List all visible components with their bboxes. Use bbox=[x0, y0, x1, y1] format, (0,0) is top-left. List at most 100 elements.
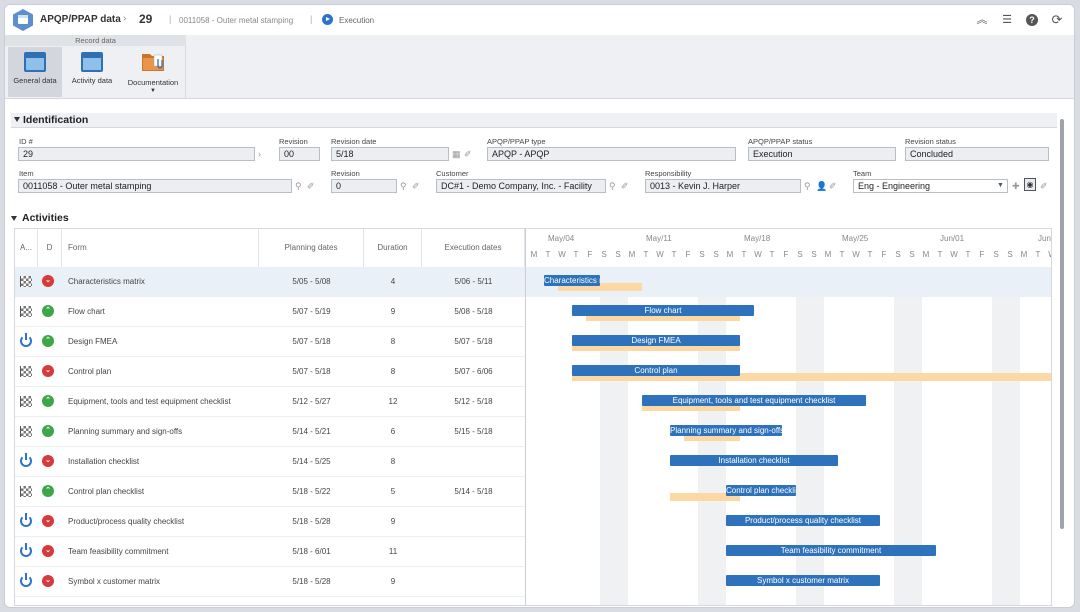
chevron-down-icon[interactable]: ▼ bbox=[997, 182, 1004, 189]
column-header-planning[interactable]: Planning dates bbox=[259, 229, 364, 267]
table-row[interactable]: ⌃ Planning summary and sign-offs 5/14 - 5/… bbox=[15, 417, 525, 447]
list-icon[interactable]: ☰ bbox=[1002, 14, 1012, 26]
table-row[interactable]: ⌃ Equipment, tools and test equipment che… bbox=[15, 387, 525, 417]
form-cell: Control plan checklist bbox=[68, 487, 145, 496]
chevron-up-icon[interactable]: ⌃ bbox=[42, 395, 54, 407]
item-revision-field[interactable]: 0 bbox=[331, 179, 397, 193]
table-row[interactable]: ⌄ Symbol x customer matrix 5/18 - 5/28 9 bbox=[15, 567, 525, 597]
execution-bar[interactable] bbox=[572, 343, 740, 351]
planning-bar[interactable]: Symbol x customer matrix bbox=[726, 575, 880, 586]
revision-date-label: Revision date bbox=[331, 137, 377, 146]
user-icon[interactable]: 👤 bbox=[816, 181, 828, 191]
execution-bar[interactable] bbox=[670, 493, 740, 501]
chevron-down-icon[interactable]: ⌄ bbox=[42, 365, 54, 377]
search-icon[interactable]: ⚲ bbox=[400, 181, 407, 191]
activity-data-button[interactable]: Activity data bbox=[65, 47, 119, 97]
form-cell: Planning summary and sign-offs bbox=[68, 427, 183, 436]
clear-icon[interactable]: ✐ bbox=[829, 181, 837, 191]
chevron-down-icon[interactable]: ⌄ bbox=[42, 575, 54, 587]
chevron-down-icon[interactable]: ⌄ bbox=[42, 455, 54, 467]
id-field[interactable]: 29 bbox=[18, 147, 255, 161]
gantt-day-label: T bbox=[769, 250, 775, 259]
table-row[interactable]: ⌄ Product/process quality checklist 5/18 -… bbox=[15, 507, 525, 537]
planning-bar[interactable]: Planning summary and sign-offs bbox=[670, 425, 782, 436]
add-icon[interactable]: ✚ bbox=[1012, 181, 1020, 191]
collapse-icon[interactable]: ︽ bbox=[976, 14, 988, 26]
revision-date-field[interactable]: 5/18 bbox=[331, 147, 449, 161]
clear-icon[interactable]: ✐ bbox=[621, 181, 629, 191]
execution-bar[interactable] bbox=[684, 433, 740, 441]
table-row[interactable]: ⌄ Installation checklist 5/14 - 5/25 8 bbox=[15, 447, 525, 477]
execution-bar[interactable] bbox=[572, 373, 1051, 381]
vertical-scrollbar[interactable] bbox=[1060, 119, 1064, 529]
documentation-button[interactable]: Documentation ▼ bbox=[122, 47, 184, 97]
execution-bar[interactable] bbox=[642, 403, 740, 411]
planning-cell: 5/14 - 5/25 bbox=[292, 457, 331, 466]
planning-bar[interactable]: Installation checklist bbox=[670, 455, 838, 466]
column-header-form[interactable]: Form bbox=[62, 229, 259, 267]
clear-icon[interactable]: ✐ bbox=[307, 181, 315, 191]
duration-cell: 8 bbox=[390, 367, 396, 376]
revision-field[interactable]: 00 bbox=[279, 147, 320, 161]
column-header-execution[interactable]: Execution dates bbox=[422, 229, 525, 267]
chevron-down-icon[interactable]: ⌄ bbox=[42, 545, 54, 557]
table-row[interactable]: ⌃ Flow chart 5/07 - 5/19 9 5/08 - 5/18 bbox=[15, 297, 525, 327]
chevron-up-icon[interactable]: ⌃ bbox=[42, 425, 54, 437]
gantt-day-label: W bbox=[852, 250, 860, 259]
planning-bar[interactable]: Team feasibility commitment bbox=[726, 545, 936, 556]
column-header-d[interactable]: D bbox=[38, 229, 62, 267]
clear-icon[interactable]: ✐ bbox=[464, 149, 472, 159]
team-select[interactable]: Eng - Engineering bbox=[853, 179, 1008, 193]
table-row[interactable]: ⌄ Control plan 5/07 - 5/18 8 5/07 - 6/06 bbox=[15, 357, 525, 387]
table-row[interactable]: ⌄ Team feasibility commitment 5/18 - 6/01 1… bbox=[15, 537, 525, 567]
status-field[interactable]: Execution bbox=[748, 147, 896, 161]
identification-header[interactable]: Identification bbox=[11, 113, 1057, 128]
execution-bar[interactable] bbox=[586, 313, 740, 321]
table-row[interactable]: ⌃ Control plan checklist 5/18 - 5/22 5 5/14 … bbox=[15, 477, 525, 507]
form-cell: Installation checklist bbox=[68, 457, 140, 466]
planning-bar[interactable]: Design FMEA bbox=[572, 335, 740, 346]
customer-field[interactable]: DC#1 - Demo Company, Inc. - Facility bbox=[436, 179, 606, 193]
app-logo-icon bbox=[13, 9, 33, 31]
gantt-day-label: W bbox=[558, 250, 566, 259]
execution-bar[interactable] bbox=[558, 283, 642, 291]
table-row[interactable]: ⌃ Design FMEA 5/07 - 5/18 8 5/07 - 5/18 bbox=[15, 327, 525, 357]
search-icon[interactable]: ⚲ bbox=[804, 181, 811, 191]
execution-cell: 5/08 - 5/18 bbox=[454, 307, 493, 316]
responsibility-field[interactable]: 0013 - Kevin J. Harper bbox=[645, 179, 801, 193]
column-header-duration[interactable]: Duration bbox=[364, 229, 422, 267]
app-window: APQP/PPAP data › 29 | 0011058 - Outer me… bbox=[4, 4, 1075, 608]
clear-icon[interactable]: ✐ bbox=[412, 181, 420, 191]
chevron-up-icon[interactable]: ⌃ bbox=[42, 485, 54, 497]
chevron-down-icon[interactable]: ⌄ bbox=[42, 275, 54, 287]
chevron-up-icon[interactable]: ⌃ bbox=[42, 335, 54, 347]
planning-bar[interactable]: Characteristics matrix bbox=[544, 275, 600, 286]
column-header-a[interactable]: A... bbox=[15, 229, 38, 267]
gantt-day-label: F bbox=[685, 250, 691, 259]
table-row[interactable]: ⌄ Characteristics matrix 5/05 - 5/08 4 5/06 … bbox=[15, 267, 525, 297]
type-field[interactable]: APQP - APQP bbox=[487, 147, 736, 161]
binoculars-icon[interactable]: ◉ bbox=[1024, 178, 1036, 191]
planning-bar[interactable]: Control plan checklist bbox=[726, 485, 796, 496]
search-icon[interactable]: ⚲ bbox=[609, 181, 616, 191]
chevron-right-icon[interactable]: › bbox=[258, 149, 261, 159]
planning-bar[interactable]: Flow chart bbox=[572, 305, 754, 316]
activities-header[interactable]: Activities bbox=[11, 212, 69, 224]
refresh-icon[interactable]: ⟳ bbox=[1051, 12, 1063, 27]
general-data-button[interactable]: General data bbox=[8, 47, 62, 97]
gantt-day-label: W bbox=[754, 250, 762, 259]
item-field[interactable]: 0011058 - Outer metal stamping bbox=[18, 179, 292, 193]
execution-cell bbox=[422, 447, 525, 477]
planning-bar[interactable]: Control plan bbox=[572, 365, 740, 376]
planning-bar[interactable]: Product/process quality checklist bbox=[726, 515, 880, 526]
chevron-down-icon[interactable]: ⌄ bbox=[42, 515, 54, 527]
chevron-up-icon[interactable]: ⌃ bbox=[42, 305, 54, 317]
search-icon[interactable]: ⚲ bbox=[295, 181, 302, 191]
calendar-icon[interactable]: ▦ bbox=[452, 149, 461, 159]
help-icon[interactable]: ? bbox=[1026, 14, 1038, 26]
duration-cell: 6 bbox=[390, 427, 396, 436]
execution-cell: 5/07 - 5/18 bbox=[454, 337, 493, 346]
clear-icon[interactable]: ✐ bbox=[1040, 181, 1048, 191]
planning-bar[interactable]: Equipment, tools and test equipment chec… bbox=[642, 395, 866, 406]
revision-status-field[interactable]: Concluded bbox=[905, 147, 1049, 161]
